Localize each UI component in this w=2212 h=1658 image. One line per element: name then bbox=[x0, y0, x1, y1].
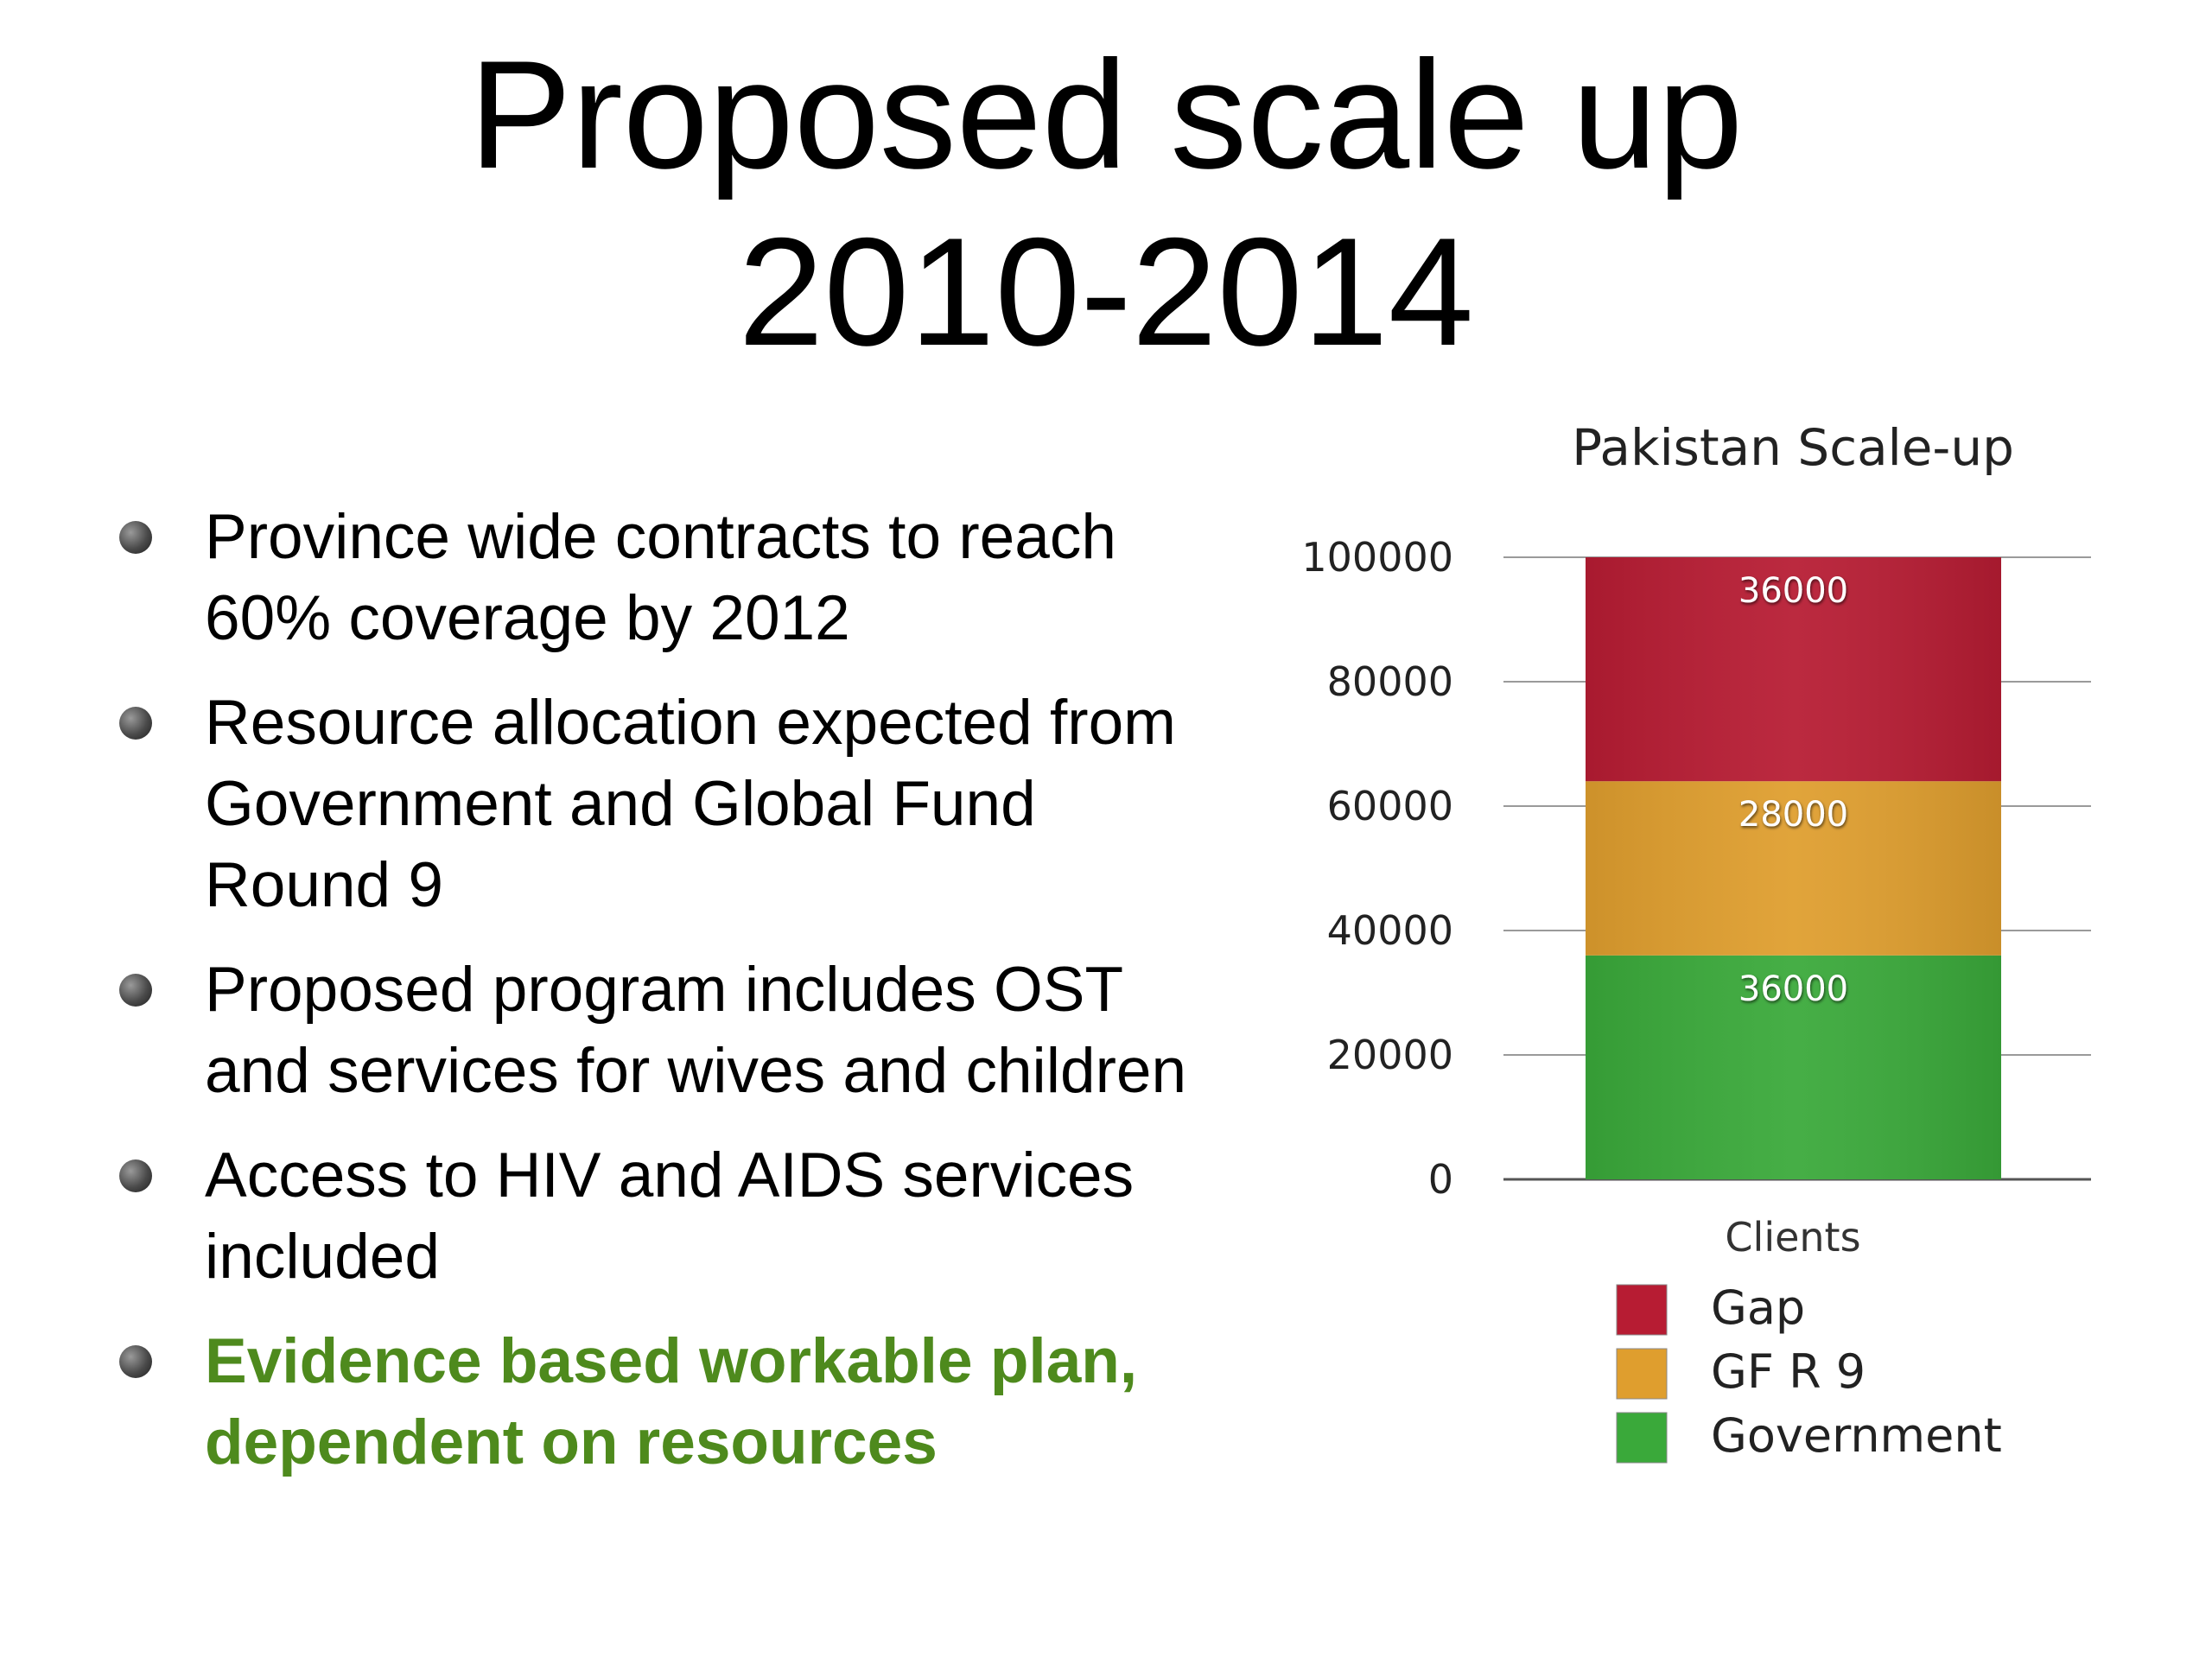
bar-sheen bbox=[1586, 781, 2001, 956]
legend-swatch bbox=[1616, 1284, 1668, 1336]
data-label: 28000 bbox=[1738, 795, 1848, 835]
bullet-text: Evidence based workable plan, dependent … bbox=[205, 1326, 1138, 1477]
y-tick-label: 20000 bbox=[1327, 1032, 1453, 1078]
bullet-text: Access to HIV and AIDS services included bbox=[205, 1140, 1135, 1292]
slide-title: Proposed scale up 2010-2014 bbox=[0, 26, 2212, 380]
legend-label: Government bbox=[1711, 1408, 2002, 1463]
chart-svg: 0 20000 40000 60000 80000 100000 36000 28000 36… bbox=[1301, 418, 2091, 1464]
chart-title: Pakistan Scale-up bbox=[1572, 418, 2014, 477]
y-tick-label: 60000 bbox=[1327, 783, 1453, 829]
title-line-1: Proposed scale up bbox=[468, 29, 1744, 200]
scale-up-chart: 0 20000 40000 60000 80000 100000 36000 28000 36… bbox=[1253, 406, 2203, 1529]
bullet-dot-icon bbox=[119, 707, 152, 740]
bar-sheen bbox=[1586, 557, 2001, 782]
bar-sheen bbox=[1586, 955, 2001, 1179]
bullet-list: Province wide contracts to reach 60% cov… bbox=[114, 497, 1237, 1507]
y-tick-label: 0 bbox=[1428, 1156, 1453, 1203]
bullet-dot-icon bbox=[119, 1159, 152, 1192]
bullet-dot-icon bbox=[119, 974, 152, 1007]
title-line-2: 2010-2014 bbox=[738, 206, 1474, 378]
bullet-dot-icon bbox=[119, 521, 152, 554]
bullet-text: Province wide contracts to reach 60% cov… bbox=[205, 502, 1116, 653]
legend-swatch bbox=[1616, 1412, 1668, 1464]
y-tick-label: 100000 bbox=[1301, 534, 1453, 581]
y-tick-label: 40000 bbox=[1327, 907, 1453, 954]
bullet-item: Proposed program includes OST and servic… bbox=[114, 950, 1237, 1112]
bullet-item: Access to HIV and AIDS services included bbox=[114, 1135, 1237, 1298]
bullet-text: Proposed program includes OST and servic… bbox=[205, 955, 1187, 1106]
y-tick-label: 80000 bbox=[1327, 658, 1453, 705]
bullet-item: Resource allocation expected from Govern… bbox=[114, 683, 1237, 926]
x-category-label: Clients bbox=[1725, 1214, 1860, 1261]
legend-label: Gap bbox=[1711, 1280, 1805, 1335]
data-label: 36000 bbox=[1738, 571, 1848, 611]
data-label: 36000 bbox=[1738, 969, 1848, 1009]
legend-swatch bbox=[1616, 1348, 1668, 1400]
bullet-item: Province wide contracts to reach 60% cov… bbox=[114, 497, 1237, 659]
bullet-item-highlight: Evidence based workable plan, dependent … bbox=[114, 1321, 1237, 1483]
legend-label: GF R 9 bbox=[1711, 1344, 1866, 1399]
bullet-text: Resource allocation expected from Govern… bbox=[205, 688, 1176, 920]
bullet-dot-icon bbox=[119, 1345, 152, 1378]
